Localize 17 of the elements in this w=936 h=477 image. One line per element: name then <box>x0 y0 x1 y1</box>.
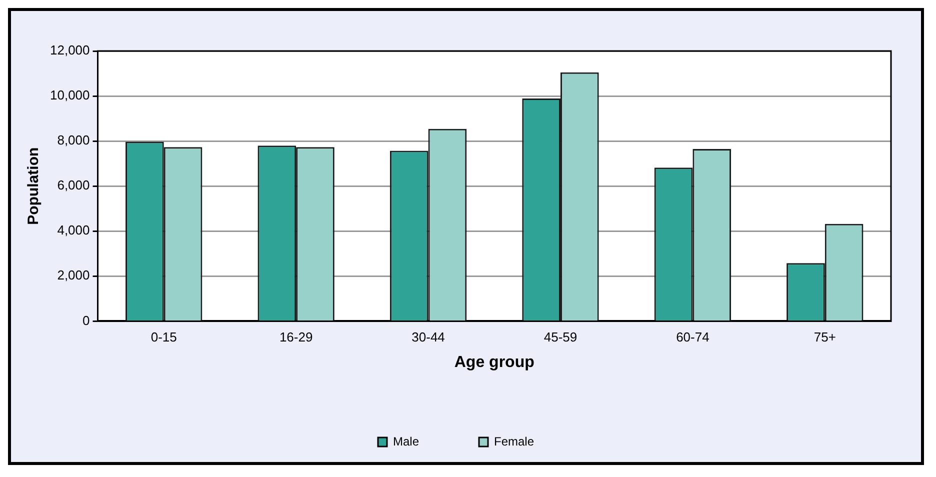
x-tick-label: 75+ <box>814 330 836 345</box>
x-axis-title: Age group <box>454 354 535 371</box>
x-tick-label: 0-15 <box>150 330 177 345</box>
y-tick-label: 4,000 <box>57 222 90 238</box>
x-tick-label: 16-29 <box>279 330 313 345</box>
legend-label: Female <box>494 434 534 448</box>
y-axis-title: Population <box>25 147 42 225</box>
y-tick-label: 0 <box>82 312 90 328</box>
y-tick-label: 2,000 <box>57 268 90 283</box>
x-tick-label: 45-59 <box>544 330 578 345</box>
y-tick-label: 6,000 <box>57 178 90 193</box>
y-tick-label: 12,000 <box>50 42 90 58</box>
y-tick-label: 10,000 <box>50 88 90 103</box>
x-tick-label: 30-44 <box>412 330 445 345</box>
x-tick-label: 60-74 <box>676 330 710 345</box>
y-tick-label: 8,000 <box>57 132 90 148</box>
legend-label: Male <box>392 434 420 448</box>
